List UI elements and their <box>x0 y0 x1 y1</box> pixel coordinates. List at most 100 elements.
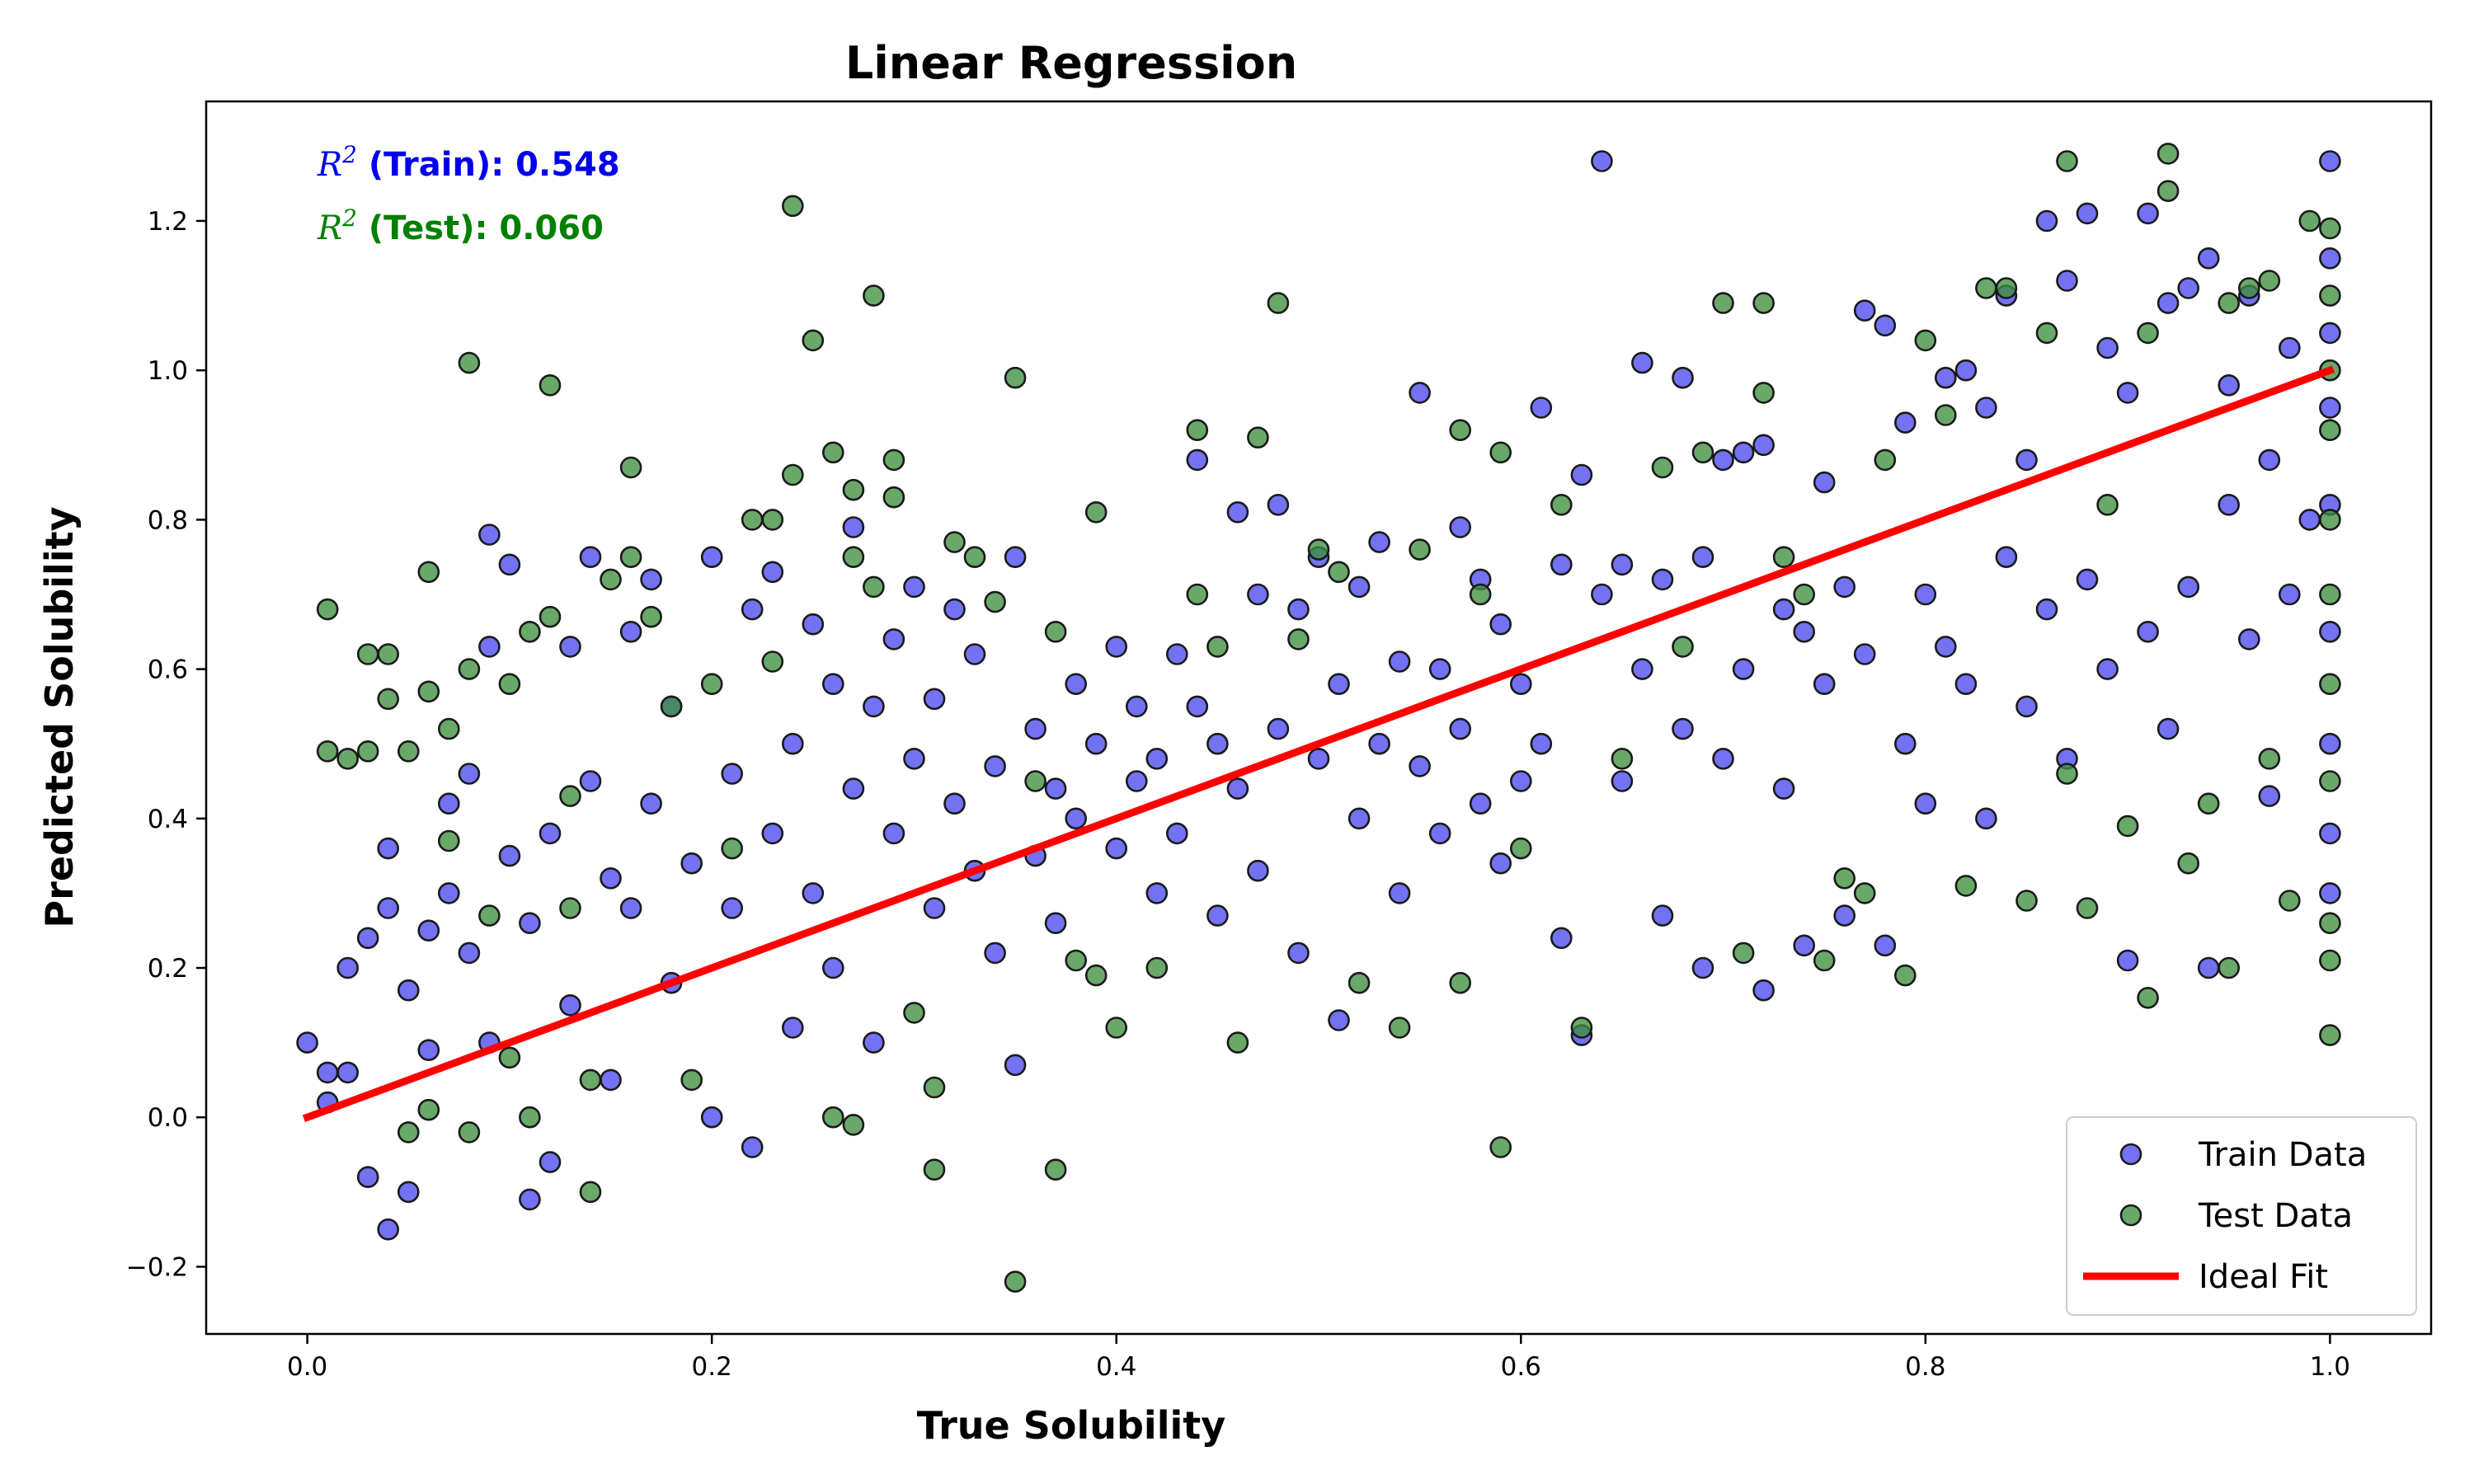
data-point <box>2218 292 2240 314</box>
data-point <box>559 636 581 658</box>
data-point <box>1712 292 1734 314</box>
data-point <box>1226 500 1249 524</box>
data-point <box>1712 747 1734 770</box>
plot-area <box>296 143 2341 1293</box>
data-point <box>2056 270 2078 292</box>
data-point <box>2319 419 2341 442</box>
data-point <box>2137 987 2159 1009</box>
data-point <box>963 643 986 665</box>
data-point <box>802 329 825 352</box>
data-point <box>1510 770 1532 792</box>
data-point <box>1591 583 1613 606</box>
y-tick-label: −0.2 <box>126 1252 188 1282</box>
data-point <box>1672 717 1694 740</box>
data-point <box>2015 890 2038 912</box>
data-point <box>842 777 865 800</box>
data-point <box>1206 636 1229 658</box>
legend-marker <box>2119 1204 2142 1227</box>
legend-label: Test Data <box>2198 1197 2353 1235</box>
data-point <box>1348 971 1371 994</box>
data-point <box>1874 934 1897 957</box>
data-point <box>2298 209 2321 232</box>
legend-label: Ideal Fit <box>2199 1258 2328 1296</box>
data-point <box>2137 322 2159 345</box>
data-point <box>1024 717 1047 740</box>
data-point <box>1368 531 1390 553</box>
data-point <box>2076 897 2099 919</box>
data-point <box>1247 859 1269 882</box>
data-point <box>863 575 885 599</box>
data-point <box>1065 807 1087 830</box>
data-point <box>1105 636 1127 658</box>
data-point <box>2319 732 2341 755</box>
data-point <box>2218 373 2240 397</box>
data-point <box>559 897 581 919</box>
data-point <box>1004 1054 1027 1077</box>
data-point <box>1004 366 1027 389</box>
data-point <box>356 927 379 950</box>
data-point <box>2116 815 2139 838</box>
data-point <box>2056 150 2078 172</box>
data-point <box>1186 419 1209 442</box>
legend-marker <box>2119 1143 2142 1166</box>
data-point <box>1145 747 1169 770</box>
data-point <box>1065 673 1087 696</box>
data-point <box>923 688 946 711</box>
data-point <box>397 1181 420 1204</box>
data-point <box>316 598 339 621</box>
data-point <box>741 509 764 531</box>
data-point <box>397 740 420 763</box>
data-point <box>1732 441 1755 464</box>
data-point <box>821 1106 844 1129</box>
data-point <box>1186 583 1209 606</box>
data-point <box>1328 1009 1350 1031</box>
data-point <box>700 546 723 569</box>
data-point <box>680 852 703 875</box>
data-point <box>2319 912 2341 934</box>
data-point <box>356 740 379 763</box>
data-point <box>579 546 602 569</box>
data-point <box>2177 575 2199 599</box>
data-point <box>417 680 440 703</box>
y-tick-label: 0.2 <box>148 954 188 984</box>
data-point <box>1752 292 1775 314</box>
data-point <box>498 553 521 576</box>
data-point <box>2319 397 2341 419</box>
data-point <box>1489 1136 1512 1158</box>
data-point <box>2319 673 2341 696</box>
data-point <box>761 650 784 673</box>
data-point <box>1428 658 1451 680</box>
data-point <box>1631 658 1653 680</box>
data-point <box>1428 822 1451 845</box>
data-point <box>619 620 642 643</box>
data-point <box>2319 322 2341 345</box>
x-tick-label: 0.2 <box>692 1352 732 1382</box>
data-point <box>1105 837 1127 860</box>
data-point <box>579 1181 602 1204</box>
data-point <box>579 770 602 792</box>
data-point <box>316 1061 339 1084</box>
data-point <box>2279 336 2301 359</box>
data-point <box>478 524 501 546</box>
data-point <box>437 792 460 815</box>
data-point <box>1449 419 1471 442</box>
data-point <box>842 478 865 501</box>
legend-label: Train Data <box>2198 1136 2367 1174</box>
data-point <box>559 785 581 807</box>
data-point <box>1267 493 1290 516</box>
data-point <box>802 613 825 636</box>
data-point <box>356 643 379 665</box>
data-point <box>1449 971 1471 994</box>
data-point <box>458 1121 481 1144</box>
data-point <box>1328 561 1350 584</box>
x-tick-label: 0.0 <box>287 1352 327 1382</box>
y-axis-title: Predicted Solubility <box>37 506 82 928</box>
data-point <box>1186 695 1209 718</box>
data-point <box>1409 382 1431 404</box>
data-point <box>1935 636 1957 658</box>
data-point <box>1247 426 1269 449</box>
data-point <box>2319 882 2341 904</box>
data-point <box>1409 538 1431 561</box>
data-point <box>1691 441 1714 464</box>
